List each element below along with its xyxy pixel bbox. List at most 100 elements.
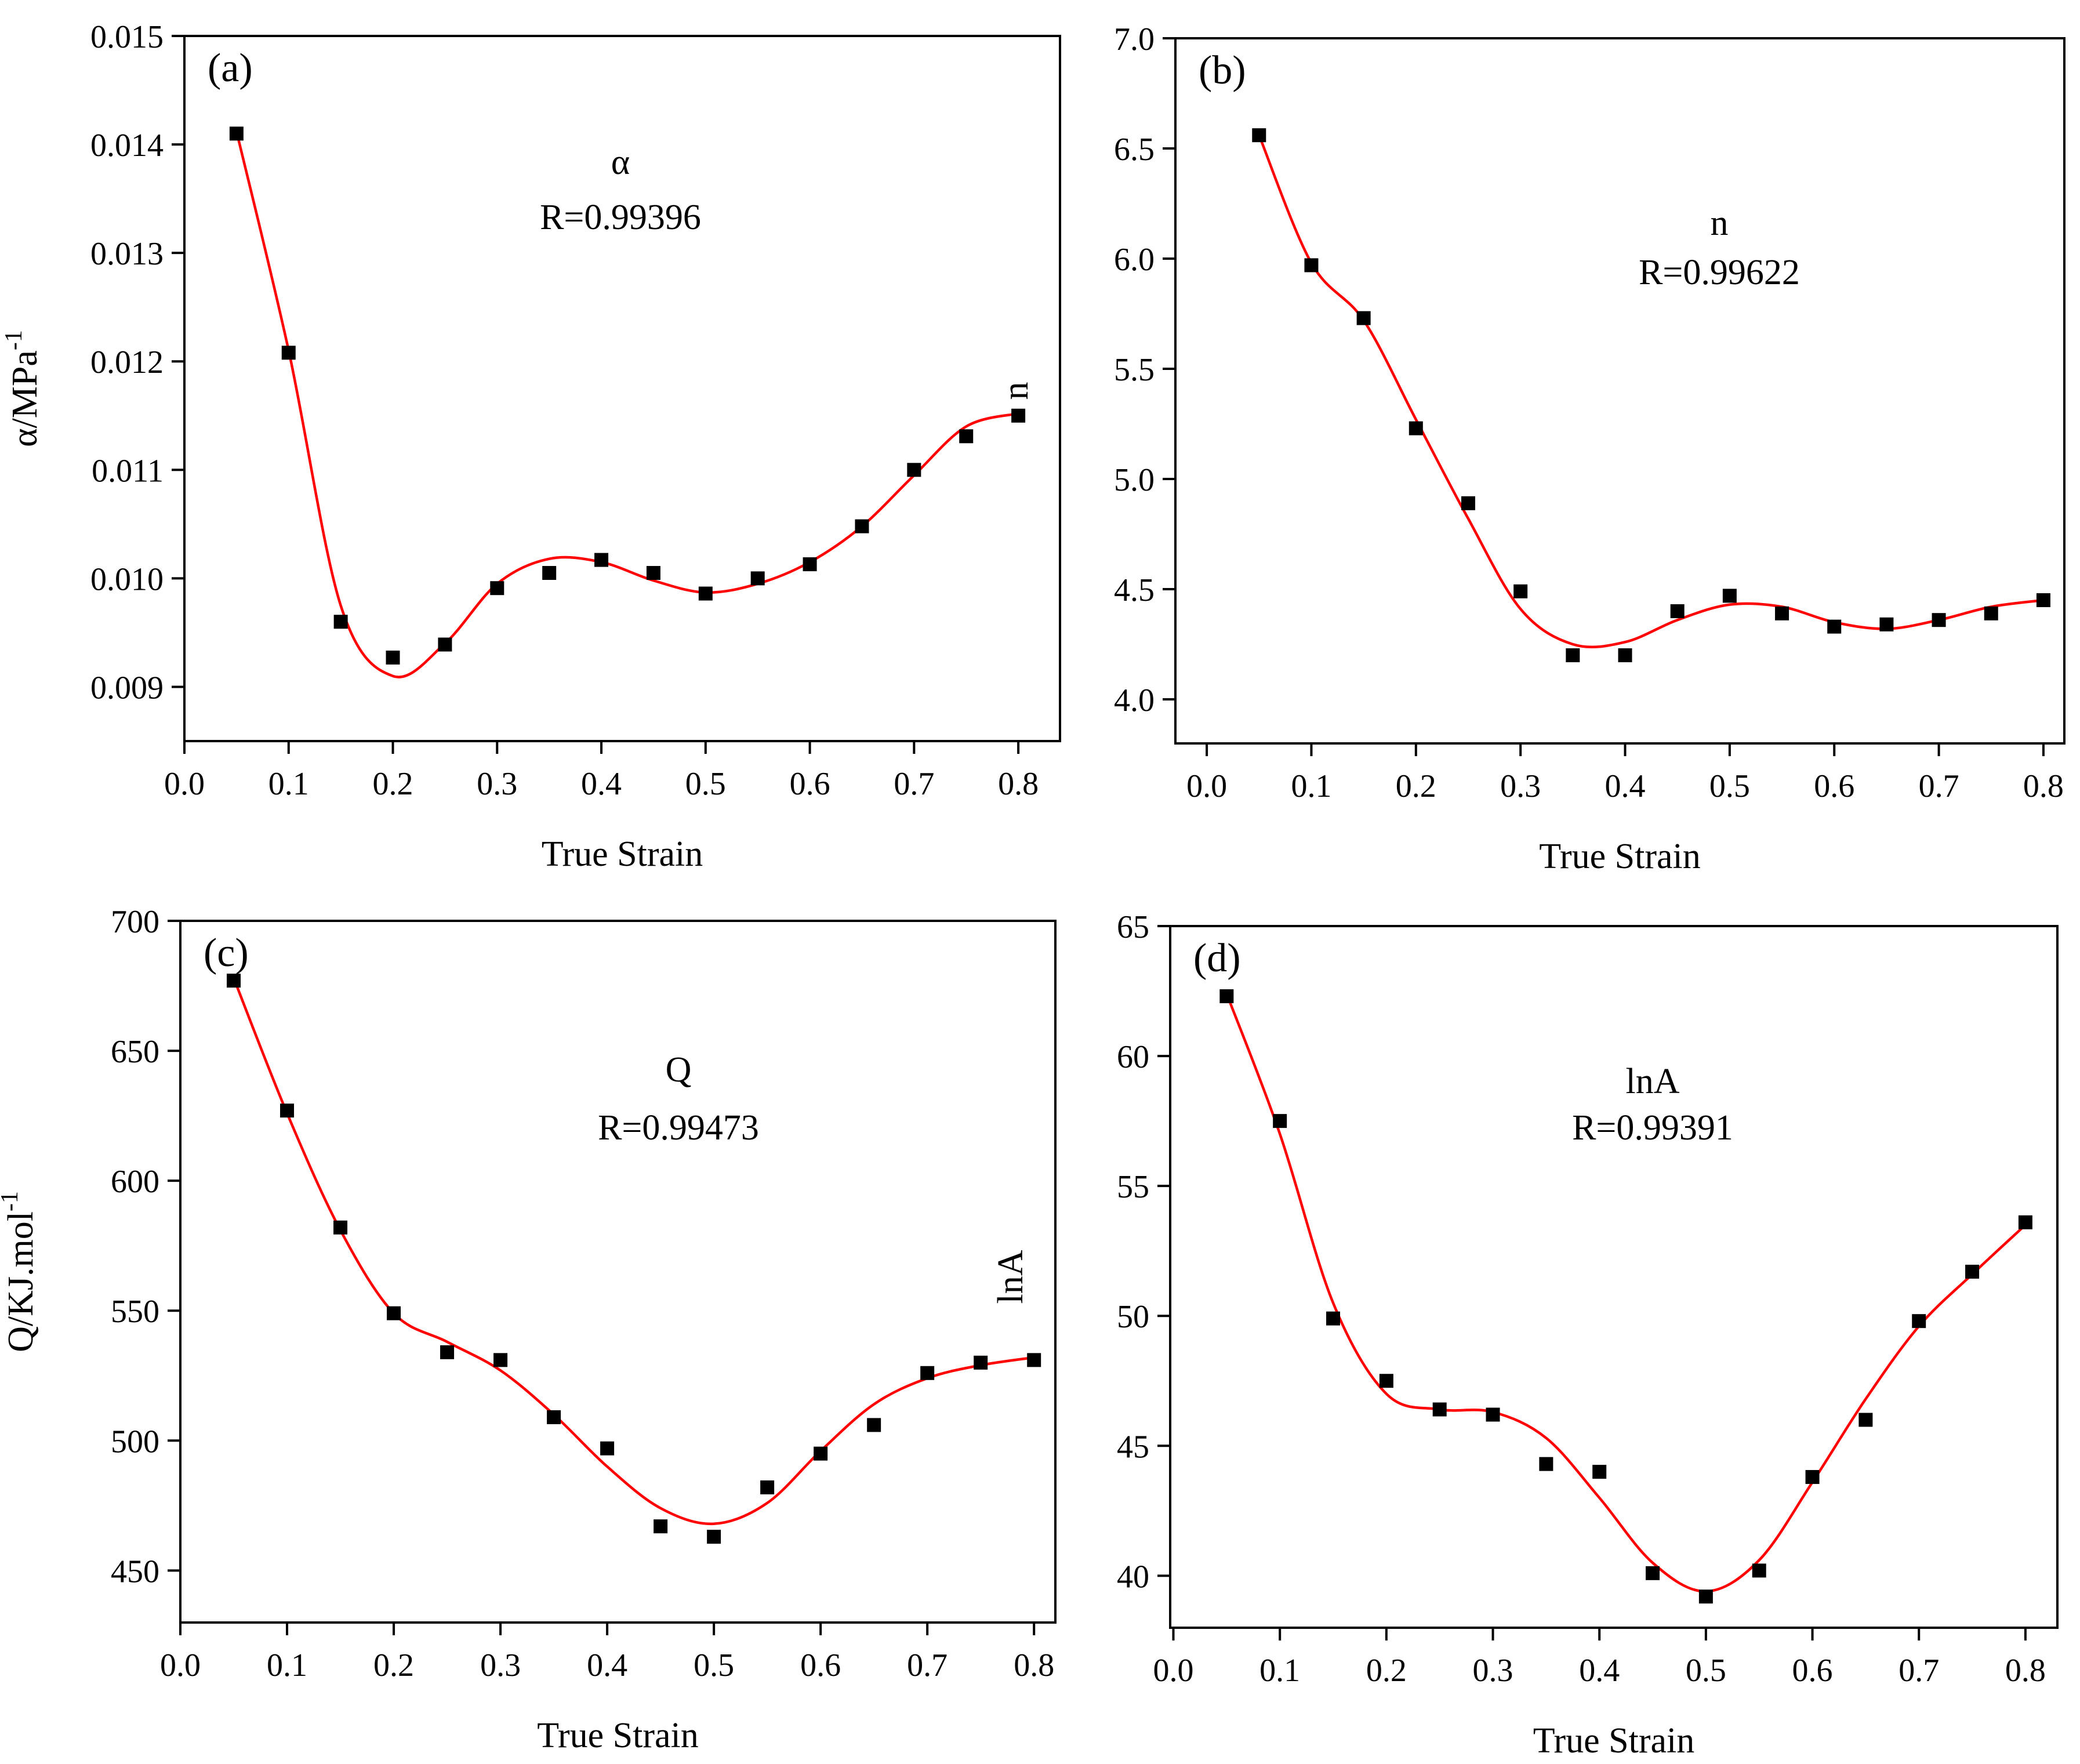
data-point [333, 615, 348, 629]
data-point [1879, 617, 1894, 631]
y-tick-label: 45 [1117, 1429, 1149, 1465]
data-point [547, 1410, 561, 1424]
data-point [227, 974, 241, 988]
y-tick-label: 0.009 [90, 670, 164, 706]
data-point [707, 1530, 721, 1544]
data-point [1011, 408, 1026, 423]
data-point [1775, 606, 1789, 620]
y-tick-label: 50 [1117, 1299, 1149, 1335]
y-tick-label: 6.5 [1114, 132, 1155, 168]
x-tick-label: 0.1 [268, 766, 309, 802]
data-point [1027, 1353, 1041, 1367]
x-tick-label: 0.5 [694, 1647, 734, 1683]
x-tick-label: 0.5 [685, 766, 726, 802]
y-tick-label: 600 [111, 1164, 159, 1200]
x-axis-title: True Strain [542, 834, 703, 874]
plot-frame [1174, 37, 2066, 745]
data-point [1326, 1311, 1341, 1326]
plot-frame [179, 920, 1057, 1624]
data-point [1566, 648, 1580, 662]
x-tick-label: 0.0 [1186, 768, 1227, 804]
data-point [2036, 593, 2050, 607]
data-point [600, 1441, 615, 1456]
x-tick-label: 0.8 [2023, 768, 2064, 804]
x-tick-label: 0.5 [1709, 768, 1750, 804]
y-tick-label: 6.0 [1114, 242, 1155, 278]
data-point [646, 566, 660, 580]
x-axis-title: True Strain [1533, 1721, 1694, 1761]
y-tick-label: 650 [111, 1034, 159, 1070]
data-point [1752, 1563, 1766, 1578]
data-point [654, 1519, 668, 1534]
data-point [1379, 1374, 1393, 1388]
data-point [698, 586, 713, 601]
data-point [1252, 128, 1266, 143]
y-tick-label: 40 [1117, 1559, 1149, 1595]
data-point [959, 429, 974, 444]
data-point [814, 1446, 828, 1461]
annotation-r-value: R=0.99622 [1639, 253, 1800, 292]
annotation-r-value: R=0.99391 [1572, 1108, 1733, 1148]
y-tick-label: 4.5 [1114, 572, 1155, 608]
x-tick-label: 0.4 [1579, 1653, 1620, 1689]
data-point [1273, 1114, 1287, 1128]
data-point [438, 637, 452, 652]
data-point [387, 1306, 401, 1320]
y-tick-label: 450 [111, 1554, 159, 1589]
y-tick-label: 0.011 [92, 453, 164, 489]
x-tick-label: 0.8 [2005, 1653, 2046, 1689]
x-tick-label: 0.4 [1605, 768, 1646, 804]
y-axis-title: n [996, 382, 1036, 400]
x-tick-label: 0.2 [1366, 1653, 1407, 1689]
data-point [760, 1480, 775, 1494]
chart-panel-a: 0.0 0.1 0.2 0.3 0.4 0.5 0.6 0.7 0.8 0.009 0.010 0.0… [1, 19, 1061, 874]
panel-label: (a) [208, 46, 253, 90]
y-axis-title: lnA [991, 1250, 1030, 1304]
x-tick-label: 0.2 [1396, 768, 1436, 804]
x-tick-label: 0.6 [1792, 1653, 1833, 1689]
y-tick-label: 0.014 [90, 128, 164, 164]
x-tick-label: 0.3 [1473, 1653, 1513, 1689]
x-tick-label: 0.4 [587, 1647, 627, 1683]
y-axis-title: α/MPa-1 [1, 330, 45, 447]
data-point [855, 519, 869, 533]
x-tick-label: 0.2 [373, 766, 413, 802]
data-point [2018, 1215, 2032, 1229]
data-point [1984, 606, 1998, 620]
y-tick-label: 65 [1117, 909, 1149, 945]
data-point [1513, 584, 1528, 598]
y-axis-title: Q/KJ.mol-1 [0, 1191, 41, 1352]
y-axis-title-main: Q/KJ.mol [1, 1211, 41, 1352]
y-tick-label: 0.012 [90, 344, 164, 380]
y-tick-label: 0.013 [90, 236, 164, 272]
data-point [1965, 1265, 1980, 1279]
data-point [281, 346, 296, 360]
x-tick-label: 0.5 [1686, 1653, 1726, 1689]
y-tick-label: 5.5 [1114, 352, 1155, 388]
y-tick-label: 7.0 [1114, 21, 1155, 57]
x-tick-label: 0.1 [1291, 768, 1331, 804]
data-point [1722, 589, 1737, 603]
data-point [803, 557, 817, 572]
data-point [1356, 311, 1371, 325]
y-axis-title-main: n [996, 382, 1036, 400]
chart-panel-d: 0.0 0.1 0.2 0.3 0.4 0.5 0.6 0.7 0.8 40 45 50 55 60 65 T… [991, 909, 2059, 1761]
y-tick-label: 500 [111, 1424, 159, 1460]
y-tick-label: 0.010 [90, 561, 164, 597]
data-point [974, 1355, 988, 1370]
x-tick-label: 0.6 [1814, 768, 1854, 804]
data-point [440, 1345, 455, 1359]
x-tick-label: 0.7 [1919, 768, 1959, 804]
y-axis-title-main: α/MPa [5, 350, 45, 447]
data-point [867, 1418, 881, 1432]
data-point [594, 553, 609, 567]
data-point [1486, 1407, 1500, 1422]
x-tick-label: 0.8 [998, 766, 1039, 802]
x-tick-label: 0.0 [164, 766, 205, 802]
x-tick-label: 0.4 [581, 766, 622, 802]
y-tick-label: 4.0 [1114, 683, 1155, 718]
annotation-parameter: α [611, 143, 630, 182]
data-point [1539, 1457, 1553, 1471]
data-point [1219, 989, 1234, 1003]
